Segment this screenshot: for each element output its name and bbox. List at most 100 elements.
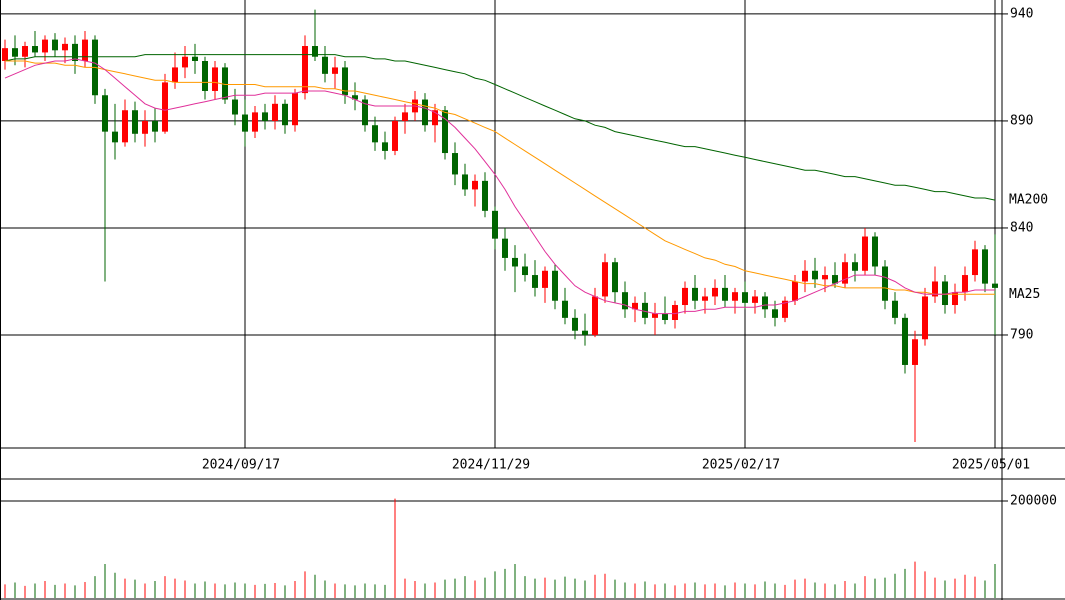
candle-body — [152, 120, 158, 132]
candle-body — [302, 46, 308, 94]
candle-body — [222, 67, 228, 100]
candle-body — [392, 120, 398, 151]
candle-body — [582, 330, 588, 335]
candle-body — [872, 236, 878, 267]
candle-body — [282, 103, 288, 126]
candle-body — [702, 296, 708, 301]
candle-body — [602, 262, 608, 297]
candle-body — [562, 300, 568, 318]
candle-body — [272, 103, 278, 121]
y-tick-label: 790 — [1010, 327, 1033, 342]
candle-body — [532, 275, 538, 288]
candle-body — [842, 262, 848, 284]
candle-body — [82, 39, 88, 62]
candle-body — [802, 270, 808, 282]
candle-body — [402, 112, 408, 121]
candle-body — [322, 56, 328, 74]
candle-body — [732, 292, 738, 301]
candle-body — [352, 95, 358, 100]
candle-body — [672, 305, 678, 320]
x-tick-label: 2025/02/17 — [702, 458, 780, 473]
candle-body — [142, 120, 148, 134]
candle-body — [972, 249, 978, 276]
x-tick-label: 2024/11/29 — [452, 458, 530, 473]
candle-body — [182, 56, 188, 68]
candle-body — [832, 275, 838, 284]
candle-body — [772, 309, 778, 318]
candle-body — [192, 56, 198, 62]
candle-body — [662, 313, 668, 320]
candle-body — [122, 110, 128, 143]
candle-body — [502, 238, 508, 258]
candle-body — [592, 296, 598, 335]
candle-body — [112, 131, 118, 143]
x-tick-label: 2024/09/17 — [202, 458, 280, 473]
candle-body — [882, 266, 888, 301]
candle-body — [52, 39, 58, 51]
candle-body — [312, 46, 318, 57]
candle-body — [962, 275, 968, 293]
candle-body — [372, 125, 378, 143]
candle-body — [452, 153, 458, 175]
candle-body — [262, 112, 268, 121]
candle-body — [472, 180, 478, 190]
candle-body — [342, 67, 348, 96]
candle-body — [492, 210, 498, 239]
candle-body — [902, 317, 908, 365]
candle-body — [952, 292, 958, 306]
candle-body — [712, 287, 718, 297]
candle-body — [522, 266, 528, 276]
candle-body — [202, 61, 208, 91]
candle-body — [242, 114, 248, 132]
candle-body — [292, 93, 298, 126]
candle-body — [162, 82, 168, 132]
candle-body — [992, 283, 998, 288]
candle-body — [462, 174, 468, 190]
candle-body — [982, 249, 988, 284]
candle-body — [622, 292, 628, 310]
candle-body — [362, 99, 368, 126]
y-tick-label: 890 — [1010, 113, 1033, 128]
candle-body — [482, 180, 488, 211]
candle-body — [782, 300, 788, 318]
candle-body — [172, 67, 178, 83]
y-tick-label: 840 — [1010, 220, 1033, 235]
y-tick-label: 200000 — [1010, 494, 1057, 509]
candle-body — [102, 95, 108, 132]
candle-body — [932, 281, 938, 297]
candle-body — [912, 339, 918, 365]
candle-body — [382, 142, 388, 151]
y-tick-label: 940 — [1010, 6, 1033, 21]
candle-body — [62, 43, 68, 51]
candle-body — [512, 257, 518, 267]
candle-body — [862, 236, 868, 271]
candle-body — [12, 48, 18, 57]
candle-body — [432, 110, 438, 126]
candle-body — [892, 300, 898, 318]
candle-body — [642, 302, 648, 318]
candle-body — [762, 296, 768, 310]
candle-body — [2, 48, 8, 62]
candle-body — [922, 296, 928, 340]
candle-body — [692, 287, 698, 301]
candle-body — [422, 99, 428, 126]
candle-body — [822, 275, 828, 280]
candle-body — [72, 43, 78, 62]
candle-body — [752, 296, 758, 303]
candle-body — [682, 287, 688, 306]
ma-line — [4, 58, 995, 315]
candle-body — [32, 46, 38, 53]
candle-body — [132, 110, 138, 134]
candle-body — [812, 270, 818, 280]
ma-line — [4, 54, 996, 201]
x-tick-label: 2025/05/01 — [952, 458, 1030, 473]
candle-body — [552, 270, 558, 301]
candle-body — [942, 281, 948, 306]
candle-body — [612, 262, 618, 293]
candle-body — [632, 302, 638, 310]
candle-body — [332, 67, 338, 74]
candle-body — [22, 46, 28, 57]
legend-label: MA200 — [1009, 193, 1048, 208]
candle-body — [852, 262, 858, 271]
